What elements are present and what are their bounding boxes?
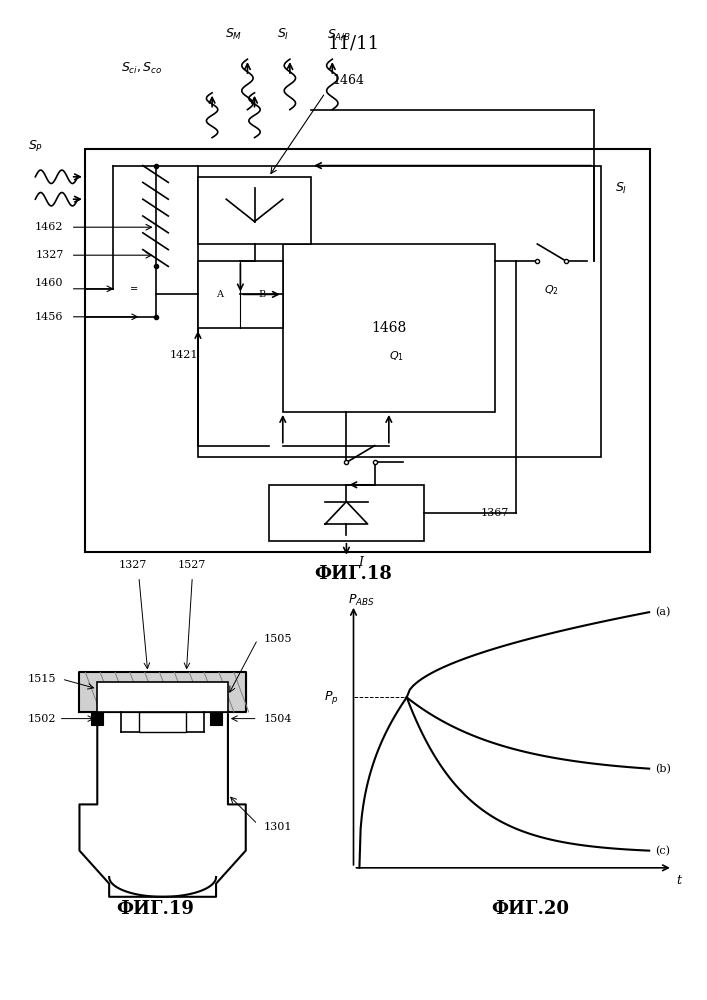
FancyBboxPatch shape [198, 261, 283, 328]
Text: $S_M$: $S_M$ [225, 27, 242, 42]
Polygon shape [79, 672, 246, 712]
Text: $S_I$: $S_I$ [276, 27, 289, 42]
Text: A: A [216, 290, 223, 299]
Text: 1504: 1504 [264, 714, 292, 724]
Text: ФИГ.19: ФИГ.19 [117, 900, 194, 918]
Text: I: I [358, 556, 363, 569]
Text: $Q_2$: $Q_2$ [544, 283, 559, 297]
Text: 1460: 1460 [35, 278, 64, 288]
FancyBboxPatch shape [269, 485, 424, 541]
Text: (b): (b) [655, 763, 671, 774]
Text: $S_{ci}, S_{co}$: $S_{ci}, S_{co}$ [121, 61, 162, 76]
FancyBboxPatch shape [283, 244, 495, 412]
Text: =: = [130, 284, 139, 294]
FancyBboxPatch shape [210, 712, 222, 725]
Text: (a): (a) [655, 607, 670, 617]
Text: ФИГ.20: ФИГ.20 [491, 900, 569, 918]
Text: $P_p$: $P_p$ [324, 689, 339, 706]
Text: ФИГ.18: ФИГ.18 [315, 565, 392, 583]
Text: 11/11: 11/11 [327, 35, 380, 53]
Text: B: B [258, 290, 265, 299]
Text: $S_I$: $S_I$ [615, 180, 627, 196]
Text: 1367: 1367 [481, 508, 509, 518]
Text: $Q_1$: $Q_1$ [389, 349, 404, 363]
Text: 1301: 1301 [264, 822, 292, 832]
Text: 1456: 1456 [35, 312, 64, 322]
Text: 1468: 1468 [371, 321, 407, 335]
FancyBboxPatch shape [91, 712, 103, 725]
Text: 1502: 1502 [27, 714, 56, 724]
FancyBboxPatch shape [98, 682, 228, 712]
Text: 1327: 1327 [119, 560, 147, 570]
Text: 1421: 1421 [170, 350, 198, 360]
Text: 1462: 1462 [35, 222, 64, 232]
FancyBboxPatch shape [198, 177, 311, 244]
FancyBboxPatch shape [85, 149, 650, 552]
Text: 1527: 1527 [178, 560, 206, 570]
Text: $S_{A/B}$: $S_{A/B}$ [327, 28, 351, 42]
FancyBboxPatch shape [198, 166, 601, 457]
Text: t: t [676, 874, 682, 887]
Text: $S_P$: $S_P$ [28, 139, 43, 154]
Text: $P_{ABS}$: $P_{ABS}$ [348, 592, 375, 608]
FancyBboxPatch shape [139, 712, 187, 732]
Text: 1515: 1515 [27, 674, 56, 684]
Text: 1327: 1327 [35, 250, 64, 260]
Text: 1464: 1464 [332, 74, 364, 87]
Text: 1505: 1505 [264, 634, 292, 644]
Text: (c): (c) [655, 845, 670, 856]
